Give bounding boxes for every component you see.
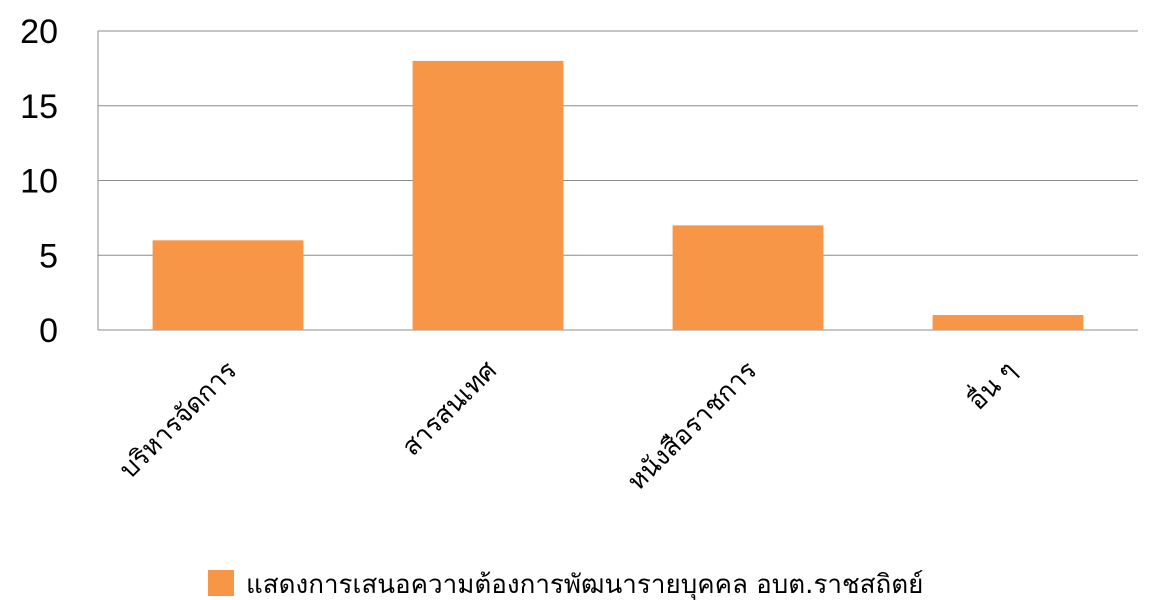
y-tick-label: 15 — [20, 88, 58, 126]
y-tick-label: 0 — [39, 312, 58, 350]
bar — [412, 60, 564, 331]
bar — [672, 225, 824, 330]
bar — [152, 240, 304, 330]
y-tick-label: 5 — [39, 237, 58, 275]
x-tick-label: หนังสือราชการ — [622, 356, 763, 497]
y-axis: 0 5 10 15 20 — [20, 13, 99, 350]
x-tick-label: บริหารจัดการ — [114, 356, 243, 485]
bars — [152, 60, 1084, 331]
legend-label: แสดงการเสนอความต้องการพัฒนารายบุคคล อบต.… — [246, 570, 923, 600]
x-axis: บริหารจัดการ สารสนเทศ หนังสือราชการ อื่น ๆ — [114, 353, 1023, 497]
bar — [932, 315, 1084, 330]
y-tick-label: 10 — [20, 163, 58, 201]
legend: แสดงการเสนอความต้องการพัฒนารายบุคคล อบต.… — [208, 570, 923, 600]
y-tick-label: 20 — [20, 13, 58, 51]
x-tick-label: สารสนเทศ — [396, 355, 503, 462]
x-tick-label: อื่น ๆ — [960, 353, 1023, 416]
legend-swatch — [208, 570, 234, 596]
